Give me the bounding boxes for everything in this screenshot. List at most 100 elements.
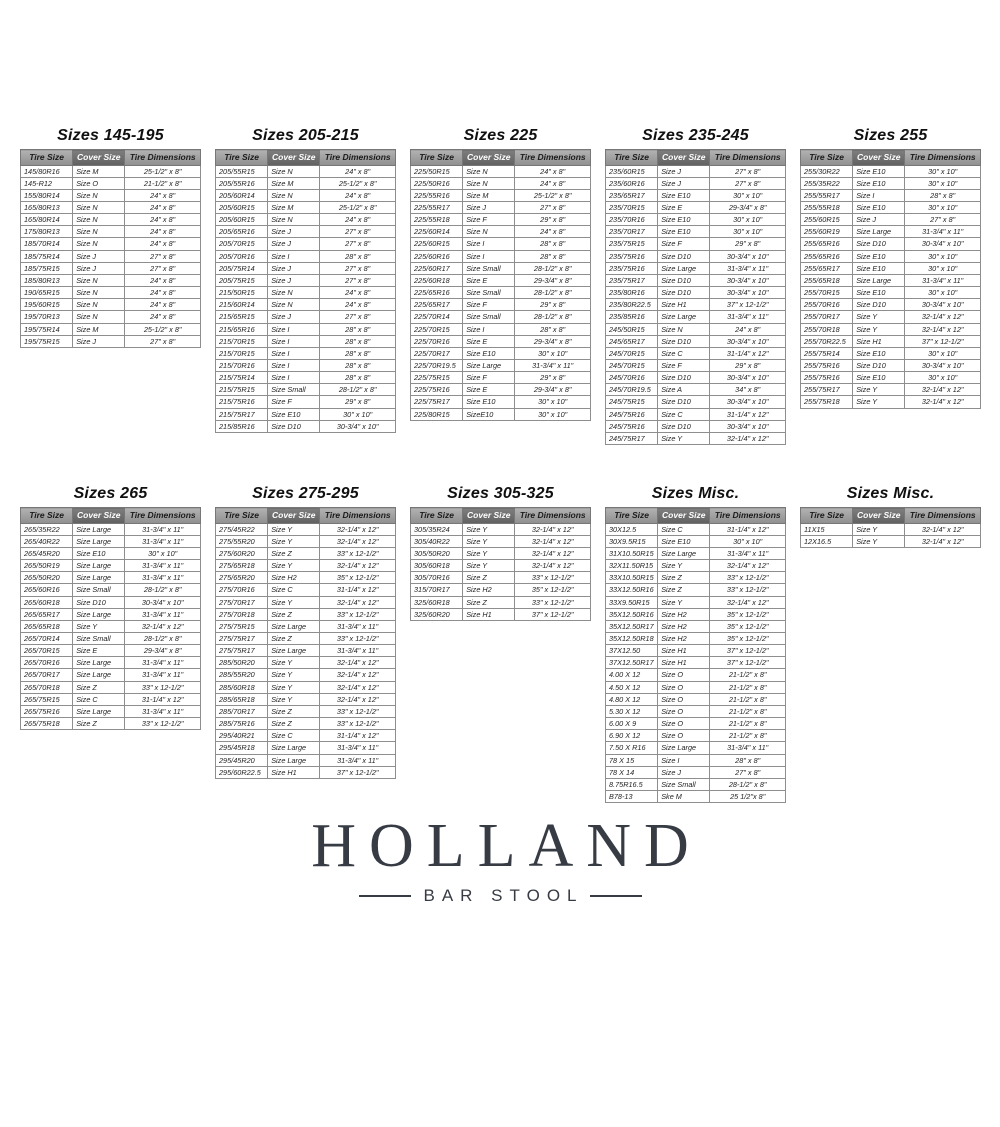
cover-size-cell: Size E10 (852, 200, 906, 215)
cover-size-cell: Size I (267, 346, 321, 361)
tire-size-cell: 265/40R22 (19, 534, 74, 548)
tire-size-cell: 225/75R16 (409, 383, 464, 397)
tire-size-cell: 245/65R17 (604, 334, 659, 348)
tire-dimensions-cell: 25-1/2" x 8" (124, 164, 201, 178)
cover-size-cell: Size O (657, 668, 711, 682)
tire-size-cell: 225/70R19.5 (409, 358, 464, 373)
tire-dimensions-cell: 29" x 8" (514, 298, 591, 312)
tire-dimensions-cell: 27" x 8" (709, 164, 786, 178)
table-row: 8.75R16.5 Size Small 28-1/2" x 8" (604, 777, 786, 792)
cover-size-cell: Size H1 (657, 656, 711, 670)
column-header-tire-size: Tire Size (604, 507, 659, 524)
cover-size-cell: Size J (852, 213, 906, 227)
tire-size-cell: 275/70R18 (214, 607, 269, 621)
tire-size-cell: 275/75R17 (214, 631, 269, 646)
table-row: 245/65R17 Size D10 30-3/4" x 10" (604, 334, 786, 348)
table-row: 215/75R17 Size E10 30" x 10" (214, 407, 396, 421)
cover-size-cell: Size Y (267, 668, 321, 682)
cover-size-cell: Size N (72, 310, 126, 324)
table-row: 305/60R18 Size Y 32-1/4" x 12" (409, 559, 591, 573)
cover-size-cell: Size Y (267, 534, 321, 548)
tire-size-cell: 215/85R16 (214, 419, 269, 433)
tire-size-cell: 255/75R16 (799, 371, 854, 385)
tire-size-table: Tire Size Cover Size Tire Dimensions 145/80… (19, 149, 201, 348)
tire-dimensions-cell: 30" x 10" (124, 546, 201, 561)
tire-size-cell: 225/60R14 (409, 225, 464, 239)
cover-size-cell: Size Large (72, 571, 126, 585)
tire-size-cell: 33X9.50R15 (604, 595, 659, 609)
table-row: 195/75R15 Size J 27" x 8" (19, 334, 201, 348)
cover-size-cell: Size E10 (657, 188, 711, 202)
tire-dimensions-cell: 24" x 8" (124, 237, 201, 251)
tire-dimensions-cell: 30" x 10" (319, 407, 396, 421)
cover-size-cell: Size C (657, 522, 711, 536)
tire-dimensions-cell: 32-1/4" x 12" (904, 534, 981, 548)
cover-size-cell: Size Large (72, 534, 126, 548)
tire-size-cell: 305/35R24 (409, 522, 464, 536)
tire-dimensions-cell: 29-3/4" x 8" (709, 200, 786, 215)
tire-dimensions-cell: 21-1/2" x 8" (709, 692, 786, 706)
tire-size-table: Tire Size Cover Size Tire Dimensions 11X15 S… (799, 507, 981, 548)
cover-size-cell: Size E10 (657, 213, 711, 227)
cover-size-cell: Size Z (72, 717, 126, 731)
table-row: 205/75R15 Size J 27" x 8" (214, 273, 396, 288)
table-row: 235/65R17 Size E10 30" x 10" (604, 188, 786, 202)
tire-dimensions-cell: 32-1/4" x 12" (709, 595, 786, 609)
tire-dimensions-cell: 31-3/4" x 11" (709, 261, 786, 275)
table-row: 305/40R22 Size Y 32-1/4" x 12" (409, 534, 591, 548)
tire-dimensions-cell: 30" x 10" (904, 371, 981, 385)
tire-size-cell: 215/75R15 (214, 383, 269, 397)
tire-size-cell: 165/80R14 (19, 213, 74, 227)
tire-dimensions-cell: 37" x 12-1/2" (319, 765, 396, 779)
cover-size-cell: Size Y (657, 595, 711, 609)
table-row: 205/75R14 Size J 27" x 8" (214, 261, 396, 275)
tire-size-cell: 275/70R17 (214, 595, 269, 609)
table-row: 265/45R20 Size E10 30" x 10" (19, 546, 201, 561)
table-row: 235/75R16 Size Large 31-3/4" x 11" (604, 261, 786, 275)
tire-size-cell: 275/70R16 (214, 583, 269, 597)
tire-size-cell: 35X12.50R16 (604, 607, 659, 621)
table-row: 215/70R15 Size I 28" x 8" (214, 334, 396, 348)
column-header-tire-dimensions: Tire Dimensions (904, 507, 981, 524)
cover-size-cell: Size H1 (852, 334, 906, 348)
tire-size-table: Tire Size Cover Size Tire Dimensions 305/35… (409, 507, 591, 621)
tire-size-cell: 235/60R16 (604, 176, 659, 190)
tire-dimensions-cell: 21-1/2" x 8" (709, 668, 786, 682)
tire-size-cell: 325/60R20 (409, 607, 464, 621)
tire-dimensions-cell: 25-1/2" x 8" (319, 176, 396, 190)
table-row: 245/75R16 Size D10 30-3/4" x 10" (604, 419, 786, 433)
cover-size-cell: Size N (72, 298, 126, 312)
tire-dimensions-cell: 28-1/2" x 8" (319, 383, 396, 397)
cover-size-cell: Size N (267, 298, 321, 312)
table-row: 275/70R16 Size C 31-1/4" x 12" (214, 583, 396, 597)
cover-size-cell: Size J (267, 310, 321, 324)
tire-dimensions-cell: 31-3/4" x 11" (319, 741, 396, 755)
table-title: Sizes 205-215 (252, 127, 359, 144)
cover-size-cell: Size Large (72, 656, 126, 670)
cover-size-cell: Size J (72, 261, 126, 275)
cover-size-cell: Size Large (657, 546, 711, 561)
tire-size-cell: 265/75R16 (19, 704, 74, 719)
tire-dimensions-cell: 30" x 10" (904, 249, 981, 263)
table-row: 235/80R22.5 Size H1 37" x 12-1/2" (604, 298, 786, 312)
table-row: 235/70R16 Size E10 30" x 10" (604, 213, 786, 227)
tire-dimensions-cell: 30-3/4" x 10" (709, 249, 786, 263)
column-header-cover-size: Cover Size (72, 507, 126, 524)
logo-wordmark: HOLLAND (311, 812, 702, 881)
table-row: 275/55R20 Size Y 32-1/4" x 12" (214, 534, 396, 548)
tire-dimensions-cell: 31-3/4" x 11" (124, 534, 201, 548)
cover-size-cell: Size F (462, 371, 516, 385)
tire-size-cell: 235/70R15 (604, 200, 659, 215)
table-row: 215/75R14 Size I 28" x 8" (214, 371, 396, 385)
tire-size-cell: 225/50R15 (409, 164, 464, 178)
tire-size-cell: 235/80R16 (604, 286, 659, 300)
cover-size-cell: Size E10 (852, 164, 906, 178)
tire-size-cell: 275/75R15 (214, 619, 269, 634)
table-title: Sizes 305-325 (447, 485, 554, 503)
tire-size-cell: 255/60R15 (799, 213, 854, 227)
cover-size-cell: Size Y (267, 522, 321, 536)
table-row: 235/75R16 Size D10 30-3/4" x 10" (604, 249, 786, 263)
table-row: 255/75R16 Size E10 30" x 10" (799, 371, 981, 385)
tire-size-cell: 305/70R16 (409, 571, 464, 585)
table-row: 215/75R15 Size Small 28-1/2" x 8" (214, 383, 396, 397)
